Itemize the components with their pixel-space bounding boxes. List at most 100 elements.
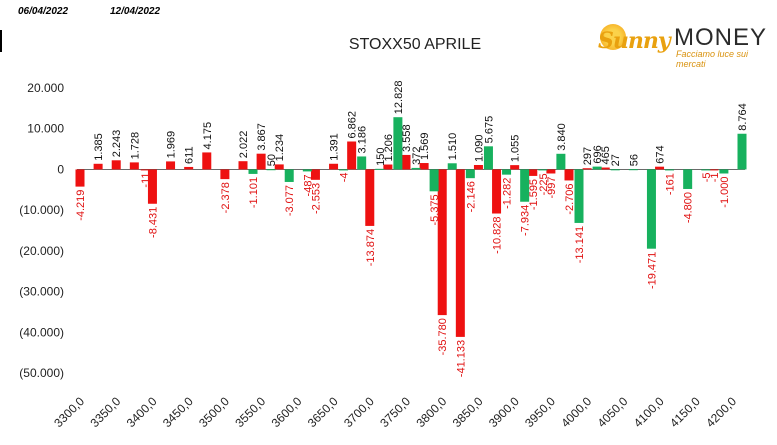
x-tick-label: 4150,0 <box>667 394 703 430</box>
red-bar <box>202 152 212 170</box>
red-bar <box>582 168 592 170</box>
data-label: -2.553 <box>310 183 322 214</box>
x-tick-label: 3650,0 <box>305 394 341 430</box>
data-label: 5.675 <box>483 116 495 144</box>
y-tick-label: (40.000) <box>19 325 64 339</box>
red-bar <box>419 163 429 170</box>
red-bar <box>256 153 266 170</box>
y-tick-label: (10.000) <box>19 203 64 217</box>
data-label: -5 <box>701 172 713 182</box>
red-bar <box>129 162 139 170</box>
red-bar <box>437 169 447 316</box>
red-bar <box>528 169 538 176</box>
green-bar <box>302 169 312 172</box>
data-label: -41.133 <box>455 340 467 377</box>
green-bar <box>610 169 620 171</box>
x-tick-label: 3400,0 <box>124 394 160 430</box>
data-label: -19.471 <box>646 252 658 289</box>
y-tick-label: (30.000) <box>19 285 64 299</box>
green-bar <box>375 168 385 170</box>
data-label: 1.206 <box>383 134 395 162</box>
data-label: 6.862 <box>347 111 359 139</box>
red-bar <box>365 169 375 226</box>
logo-word-money: MONEY <box>674 24 768 51</box>
data-label: 150 <box>375 147 387 165</box>
data-label: -161 <box>665 173 677 195</box>
data-label: -7.934 <box>520 205 532 236</box>
data-label: 2.022 <box>238 131 250 159</box>
data-label: -10.828 <box>492 217 504 254</box>
green-bar <box>393 117 403 170</box>
green-bar <box>683 169 693 189</box>
logo-word-sunny: Sunny <box>598 28 671 54</box>
data-label: 1.969 <box>166 131 178 159</box>
x-tick-label: 4200,0 <box>703 394 739 430</box>
green-bar <box>248 169 258 174</box>
data-label: -1 <box>709 172 721 182</box>
green-bar <box>520 169 530 202</box>
data-label: 1.391 <box>329 133 341 161</box>
red-bar <box>310 169 320 180</box>
data-label: 611 <box>184 146 196 164</box>
x-tick-label: 4000,0 <box>558 394 594 430</box>
y-tick-label: 20.000 <box>27 81 64 95</box>
red-bar <box>75 169 85 187</box>
green-bar <box>502 169 512 175</box>
red-bar <box>401 154 411 170</box>
data-label: 1.385 <box>93 133 105 161</box>
green-bar <box>483 146 493 170</box>
x-tick-label: 3350,0 <box>87 394 123 430</box>
green-bar <box>628 169 638 171</box>
green-bar <box>266 169 276 171</box>
green-bar <box>339 169 349 171</box>
red-bar <box>383 164 393 170</box>
data-label: -2.706 <box>564 183 576 214</box>
red-bar <box>347 141 357 170</box>
x-tick-label: 3900,0 <box>486 394 522 430</box>
data-label: 1.234 <box>274 134 286 162</box>
data-label: 1.569 <box>419 133 431 161</box>
chart-title: STOXX50 APRILE <box>348 36 482 53</box>
green-bar <box>719 169 729 174</box>
data-label: -487 <box>302 174 314 196</box>
x-tick-label: 4050,0 <box>595 394 631 430</box>
green-bar <box>665 169 675 171</box>
red-bar <box>709 169 719 171</box>
x-tick-label: 3950,0 <box>522 394 558 430</box>
data-label: -4.800 <box>683 192 695 223</box>
data-label: -8.431 <box>147 207 159 238</box>
green-bar <box>411 167 421 170</box>
data-label: 297 <box>582 147 594 165</box>
data-label: 3.186 <box>357 126 369 154</box>
data-label: -4 <box>339 172 351 182</box>
red-bar <box>492 169 502 214</box>
green-bar <box>646 169 656 249</box>
data-label: 1.090 <box>473 134 485 162</box>
data-label: 27 <box>610 154 622 166</box>
green-bar <box>429 169 439 192</box>
data-label: -1.101 <box>248 177 260 208</box>
data-label: 12.828 <box>393 81 405 115</box>
red-bar <box>546 169 556 174</box>
data-label: 56 <box>628 154 640 166</box>
green-bar <box>538 169 548 171</box>
data-label: -5.375 <box>429 194 441 225</box>
x-tick-label: 3800,0 <box>413 394 449 430</box>
red-bar <box>473 164 483 170</box>
data-label: -225 <box>538 173 550 195</box>
sunny-money-logo: Sunny MONEY Facciamo luce sui mercati <box>596 22 771 69</box>
data-label: 1.510 <box>447 133 459 161</box>
red-bar <box>140 169 150 171</box>
data-label: 3.558 <box>401 124 413 152</box>
red-bar <box>274 164 284 170</box>
red-bar <box>93 163 103 170</box>
data-label: 3.840 <box>556 123 568 151</box>
data-label: -1.282 <box>502 178 514 209</box>
x-tick-label: 3600,0 <box>269 394 305 430</box>
green-bar <box>447 163 457 170</box>
edge-marker <box>0 30 2 52</box>
x-tick-label: 3700,0 <box>341 394 377 430</box>
sun-icon <box>600 24 626 50</box>
data-label: 465 <box>600 146 612 164</box>
